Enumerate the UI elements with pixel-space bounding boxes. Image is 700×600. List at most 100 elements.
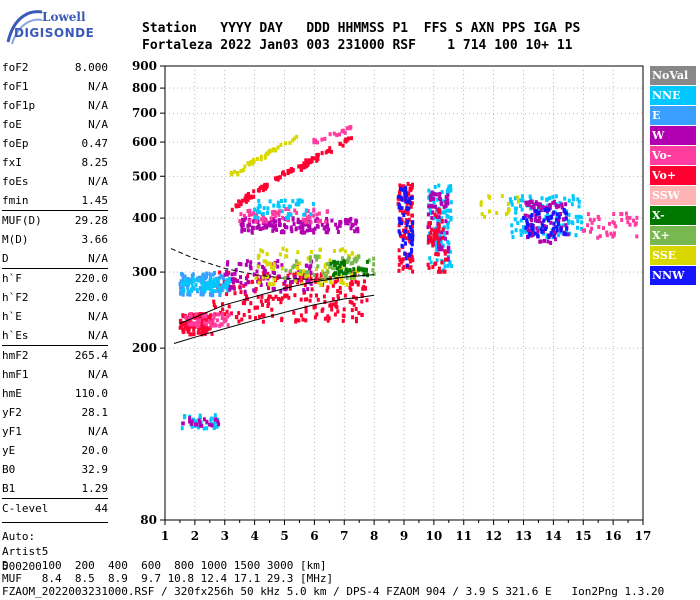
echo-point [526, 228, 530, 233]
echo-point [530, 223, 534, 228]
echo-point [284, 215, 288, 220]
echo-point [320, 151, 324, 156]
echo-point [402, 234, 406, 239]
echo-point [288, 204, 292, 209]
echo-point [316, 280, 320, 285]
y-tick-label: 900 [132, 59, 157, 73]
echo-point [442, 260, 446, 265]
echo-point [285, 248, 289, 253]
x-tick-label: 11 [455, 529, 472, 543]
echo-point [187, 322, 191, 327]
echo-point [577, 199, 581, 204]
echo-point [181, 327, 185, 332]
echo-point [202, 279, 206, 284]
echo-point [256, 216, 260, 220]
echo-point [195, 422, 199, 427]
echo-point [564, 223, 568, 228]
echo-point [287, 218, 290, 223]
echo-point [446, 263, 450, 268]
echo-point [332, 302, 336, 307]
echo-point [429, 260, 433, 265]
echo-point [216, 419, 220, 424]
echo-point [261, 249, 265, 254]
echo-point [329, 280, 333, 285]
x-tick-label: 7 [340, 529, 348, 543]
echo-point [332, 131, 336, 136]
echo-point [249, 159, 253, 164]
echo-point [204, 325, 208, 330]
echo-point [440, 247, 444, 252]
echo-point [220, 316, 224, 320]
echo-point [242, 313, 246, 317]
echo-point [350, 308, 354, 313]
echo-point [258, 226, 262, 231]
echo-point [342, 259, 346, 264]
echo-point [434, 252, 438, 257]
echo-point [302, 212, 306, 217]
echo-point [537, 210, 541, 215]
echo-point [289, 227, 293, 232]
echo-point [409, 265, 413, 270]
echo-point [408, 225, 412, 229]
echo-point [296, 280, 299, 285]
param-row: yF1 N/A [2, 422, 108, 441]
param-label: M(D) [2, 233, 29, 246]
echo-point [438, 208, 442, 213]
echo-point [262, 259, 266, 264]
echo-point [222, 319, 226, 324]
echo-point [560, 202, 564, 207]
echo-point [432, 216, 436, 221]
echo-point [292, 310, 296, 315]
echo-point [427, 234, 430, 239]
echo-point [188, 419, 192, 424]
echo-point [402, 184, 406, 189]
echo-point [446, 201, 450, 206]
echo-point [345, 258, 349, 263]
echo-point [316, 297, 320, 302]
echo-point [444, 257, 447, 262]
echo-point [218, 270, 222, 275]
echo-point [221, 307, 225, 312]
echo-point [583, 228, 586, 233]
echo-point [333, 280, 337, 285]
echo-point [257, 188, 261, 192]
echo-point [192, 324, 196, 329]
x-tick-label: 17 [635, 529, 652, 543]
echo-point [344, 267, 348, 272]
echo-point [427, 204, 431, 209]
echo-point [207, 326, 211, 331]
echo-point [190, 281, 194, 286]
echo-point [329, 303, 333, 308]
echo-point [239, 212, 243, 217]
echo-point [527, 202, 531, 207]
param-value: 8.000 [74, 61, 108, 74]
echo-points [178, 125, 639, 431]
x-tick-label: 13 [515, 529, 532, 543]
echo-point [299, 164, 303, 169]
echo-point [514, 228, 518, 233]
echo-point [243, 227, 247, 232]
echo-point [323, 278, 327, 283]
echo-point [256, 305, 259, 310]
echo-point [294, 319, 298, 324]
echo-point [265, 182, 268, 187]
echo-point [534, 217, 537, 222]
param-label: yF2 [2, 406, 22, 419]
echo-point [300, 281, 304, 286]
echo-point [628, 215, 632, 220]
echo-point [527, 214, 531, 219]
echo-point [539, 227, 543, 232]
echo-point [208, 287, 212, 291]
echo-point [576, 197, 580, 202]
echo-point [339, 280, 343, 285]
echo-point [252, 210, 256, 215]
echo-point [234, 203, 238, 208]
echo-point [225, 292, 229, 297]
echo-point [540, 196, 544, 201]
param-separator [2, 345, 108, 346]
echo-point [251, 225, 254, 230]
echo-point [535, 219, 539, 223]
echo-point [237, 204, 241, 208]
echo-point [410, 195, 414, 200]
echo-point [186, 289, 190, 294]
